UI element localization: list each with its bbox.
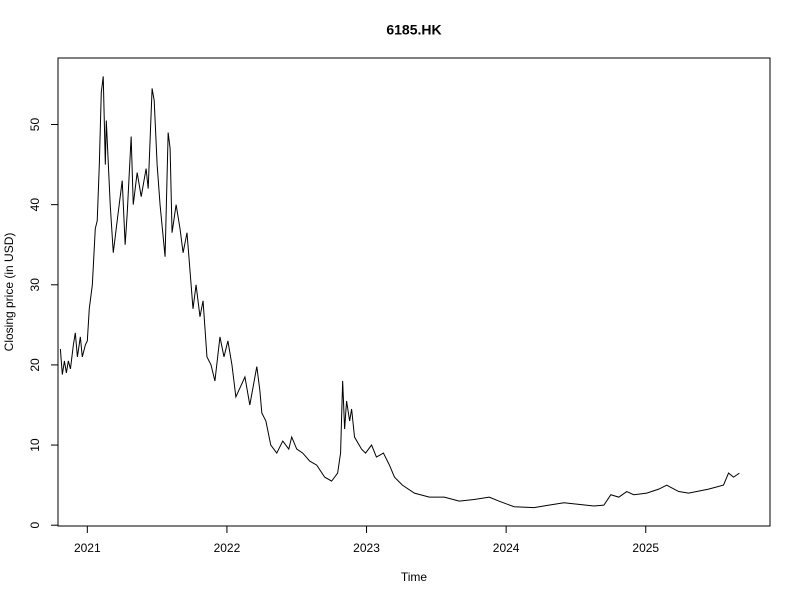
y-tick-label: 0 [28, 522, 42, 529]
y-tick-label: 30 [28, 278, 42, 292]
y-axis-label: Closing price (in USD) [2, 233, 16, 352]
y-tick-label: 40 [28, 198, 42, 212]
chart-title: 6185.HK [386, 22, 441, 38]
x-tick-label: 2025 [632, 541, 659, 555]
x-axis-label: Time [401, 570, 428, 584]
price-line [59, 76, 740, 509]
x-tick-label: 2024 [493, 541, 520, 555]
x-tick-label: 2023 [353, 541, 380, 555]
y-tick-label: 10 [28, 438, 42, 452]
plot-frame [57, 57, 771, 527]
x-tick-label: 2022 [214, 541, 241, 555]
y-tick-label: 50 [28, 118, 42, 132]
y-tick-label: 20 [28, 358, 42, 372]
x-tick-label: 2021 [74, 541, 101, 555]
